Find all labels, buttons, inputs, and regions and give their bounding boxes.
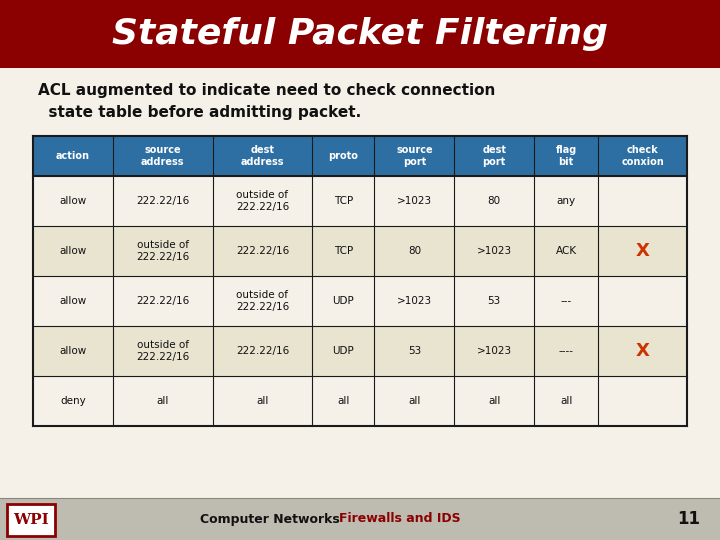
Text: >1023: >1023 xyxy=(397,296,432,306)
Text: action: action xyxy=(56,151,90,161)
Bar xyxy=(33,136,687,176)
Text: 53: 53 xyxy=(487,296,500,306)
Text: X: X xyxy=(636,342,649,360)
Text: all: all xyxy=(156,396,169,406)
Text: source
address: source address xyxy=(141,145,184,167)
Text: 222.22/16: 222.22/16 xyxy=(236,346,289,356)
Text: all: all xyxy=(560,396,572,406)
Text: >1023: >1023 xyxy=(477,346,512,356)
Text: state table before admitting packet.: state table before admitting packet. xyxy=(38,105,361,120)
Text: outside of
222.22/16: outside of 222.22/16 xyxy=(236,190,289,212)
FancyBboxPatch shape xyxy=(7,504,55,536)
Text: allow: allow xyxy=(59,296,86,306)
Text: X: X xyxy=(636,242,649,260)
Text: all: all xyxy=(488,396,500,406)
Bar xyxy=(33,176,687,226)
Text: outside of
222.22/16: outside of 222.22/16 xyxy=(136,240,189,262)
Text: >1023: >1023 xyxy=(477,246,512,256)
Text: >1023: >1023 xyxy=(397,196,432,206)
Text: Stateful Packet Filtering: Stateful Packet Filtering xyxy=(112,17,608,51)
Text: UDP: UDP xyxy=(333,346,354,356)
Text: TCP: TCP xyxy=(334,196,353,206)
Text: WPI: WPI xyxy=(13,513,49,527)
Text: 53: 53 xyxy=(408,346,421,356)
Text: allow: allow xyxy=(59,246,86,256)
Text: 11: 11 xyxy=(677,510,700,528)
Text: check
conxion: check conxion xyxy=(621,145,664,167)
Text: 80: 80 xyxy=(487,196,500,206)
Text: 222.22/16: 222.22/16 xyxy=(236,246,289,256)
Text: allow: allow xyxy=(59,346,86,356)
Text: allow: allow xyxy=(59,196,86,206)
Text: dest
port: dest port xyxy=(482,145,506,167)
Text: 222.22/16: 222.22/16 xyxy=(136,296,189,306)
Bar xyxy=(33,226,687,276)
Text: outside of
222.22/16: outside of 222.22/16 xyxy=(136,340,189,362)
Text: 222.22/16: 222.22/16 xyxy=(136,196,189,206)
Text: all: all xyxy=(337,396,350,406)
Bar xyxy=(33,326,687,376)
Text: source
port: source port xyxy=(396,145,433,167)
Bar xyxy=(0,498,720,540)
Text: proto: proto xyxy=(328,151,359,161)
Text: Firewalls and IDS: Firewalls and IDS xyxy=(339,512,461,525)
Text: UDP: UDP xyxy=(333,296,354,306)
Text: ACL augmented to indicate need to check connection: ACL augmented to indicate need to check … xyxy=(38,83,495,98)
Text: ---: --- xyxy=(561,296,572,306)
Text: Computer Networks: Computer Networks xyxy=(200,512,340,525)
Text: all: all xyxy=(408,396,420,406)
Text: all: all xyxy=(256,396,269,406)
Text: deny: deny xyxy=(60,396,86,406)
Bar xyxy=(33,276,687,326)
Text: dest
address: dest address xyxy=(240,145,284,167)
Bar xyxy=(0,0,720,68)
Text: ACK: ACK xyxy=(556,246,577,256)
Text: outside of
222.22/16: outside of 222.22/16 xyxy=(236,290,289,312)
Text: TCP: TCP xyxy=(334,246,353,256)
Text: any: any xyxy=(557,196,576,206)
Text: ----: ---- xyxy=(559,346,574,356)
Text: flag
bit: flag bit xyxy=(556,145,577,167)
Text: 80: 80 xyxy=(408,246,421,256)
Bar xyxy=(33,376,687,426)
